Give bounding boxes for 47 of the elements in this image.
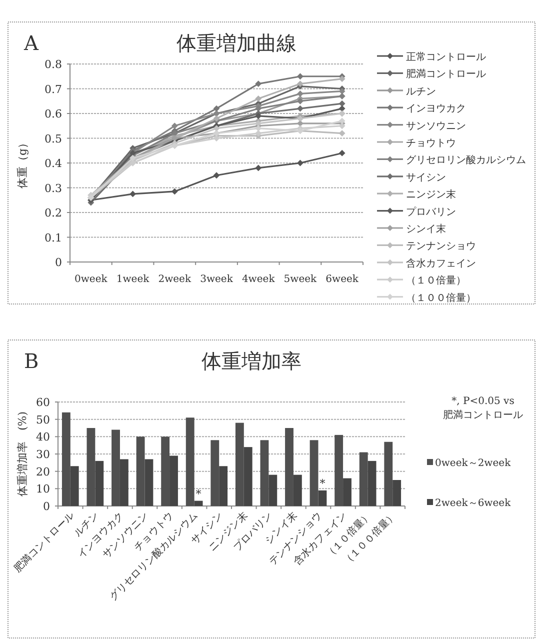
legend-label: インヨウカク xyxy=(406,104,466,115)
legend-label: ニンジン末 xyxy=(406,188,456,201)
legend-label: サンソウニン xyxy=(406,120,466,132)
text: B xyxy=(24,349,39,373)
legend-label: テンナンショウ xyxy=(406,241,476,252)
legend-label: ルチン xyxy=(406,86,436,98)
y-tick-label: 10 xyxy=(36,482,50,496)
x-tick-label: 1week xyxy=(116,274,150,285)
x-tick-label: 6week xyxy=(326,274,360,285)
y-tick-label: 0.3 xyxy=(44,182,62,195)
y-tick-label: 0.5 xyxy=(44,132,62,146)
x-tick-label: 4week xyxy=(242,274,276,285)
x-tick-label: 3week xyxy=(200,274,234,285)
legend-label: サイシン xyxy=(406,172,446,184)
text: *, P<0.05 vs 肥満コントロール xyxy=(443,396,523,421)
chart-title: 体重増加率 xyxy=(202,349,302,373)
legend-label: シンイ末 xyxy=(406,223,446,235)
legend-label: グリセロリン酸カルシウム xyxy=(406,154,526,166)
y-tick-label: 0.7 xyxy=(44,82,62,96)
y-tick-label: 0.8 xyxy=(44,58,62,71)
legend-label: （１００倍量） xyxy=(406,292,476,304)
y-tick-label: 0.1 xyxy=(44,231,62,244)
y-tick-label: 30 xyxy=(36,448,50,461)
y-tick-label: 0.6 xyxy=(44,108,62,120)
y-tick-label: 0.4 xyxy=(44,157,62,170)
legend-label: 0week～2week xyxy=(435,458,512,469)
y-tick-label: 20 xyxy=(36,465,50,478)
y-tick-label: 0 xyxy=(55,256,62,269)
y-axis-title: 体重増加率 (%) xyxy=(16,411,29,497)
y-tick-label: 0.2 xyxy=(44,206,62,220)
y-axis-title: 体重（g） xyxy=(16,137,29,189)
x-tick-label: 5week xyxy=(284,274,318,285)
y-tick-label: 40 xyxy=(36,430,50,444)
text: A xyxy=(23,31,39,55)
chart-title: 体重増加曲線 xyxy=(176,31,296,55)
annotation: * xyxy=(320,476,326,490)
legend-label: 2week～6week xyxy=(435,498,512,509)
legend-label: 含水カフェイン xyxy=(406,257,476,270)
legend-label: チョウトウ xyxy=(406,138,456,149)
annotation: * xyxy=(196,487,202,500)
x-tick-label: 0week xyxy=(74,274,108,285)
legend-label: プロバリン xyxy=(406,206,456,218)
y-tick-label: 50 xyxy=(36,413,50,426)
legend-label: 正常コントロール xyxy=(406,51,486,63)
x-tick-label: 2week xyxy=(158,274,192,285)
legend-label: 肥満コントロール xyxy=(406,68,486,80)
y-tick-label: 60 xyxy=(36,396,50,409)
